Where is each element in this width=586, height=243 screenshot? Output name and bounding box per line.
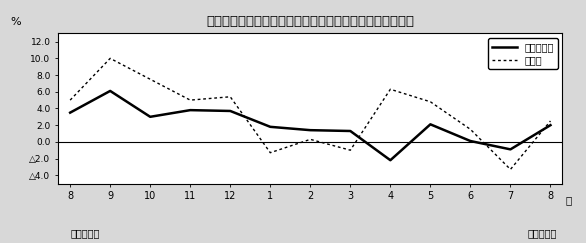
Title: 第２図　所定外労働時間対前年比の推移（規模５人以上）: 第２図 所定外労働時間対前年比の推移（規模５人以上） — [206, 15, 414, 28]
Legend: 調査産業計, 製造業: 調査産業計, 製造業 — [488, 38, 558, 69]
Text: %: % — [10, 17, 21, 27]
Text: 平成１９年: 平成１９年 — [527, 228, 557, 238]
Text: 平成１８年: 平成１８年 — [70, 228, 100, 238]
Text: 月: 月 — [565, 196, 571, 206]
